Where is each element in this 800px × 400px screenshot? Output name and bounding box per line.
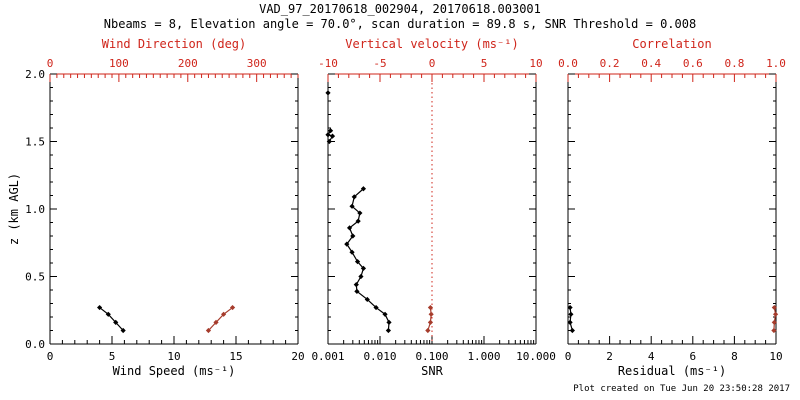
svg-text:0.8: 0.8 — [724, 57, 744, 70]
svg-text:10: 10 — [167, 350, 180, 363]
wind-speed-axis-title: Wind Speed (ms⁻¹) — [112, 364, 236, 378]
wind-direction-axis-title: Wind Direction (deg) — [101, 37, 247, 51]
snr-isolated-point-series — [325, 90, 331, 96]
residual-panel: 0 2 4 6 8 10 0.0 0.2 0.4 0.6 0.8 1.0 — [558, 57, 786, 363]
svg-text:5: 5 — [109, 350, 116, 363]
plot-title: VAD_97_20170618_002904, 20170618.003001 — [259, 2, 541, 16]
plot-subtitle: Nbeams = 8, Elevation angle = 70.0°, sca… — [103, 17, 697, 31]
snr-profile-series — [344, 186, 392, 334]
svg-text:0.0: 0.0 — [25, 338, 45, 351]
vertical-velocity-axis-title: Vertical velocity (ms⁻¹) — [345, 37, 519, 51]
svg-text:8: 8 — [731, 350, 738, 363]
svg-text:1.0: 1.0 — [766, 57, 786, 70]
svg-text:0.2: 0.2 — [600, 57, 620, 70]
wind-panel: 0.00.51.01.52.00 5 10 15 200 100 200 300 — [25, 57, 305, 363]
svg-text:0: 0 — [47, 57, 54, 70]
svg-text:0.0: 0.0 — [558, 57, 578, 70]
wind-speed-series — [97, 304, 126, 334]
svg-text:0.5: 0.5 — [25, 271, 45, 284]
svg-text:300: 300 — [247, 57, 267, 70]
snr-axis-title: SNR — [421, 364, 443, 378]
svg-text:1.000: 1.000 — [467, 350, 500, 363]
snr-cluster-series — [325, 128, 336, 145]
svg-text:15: 15 — [229, 350, 242, 363]
plot-created-timestamp: Plot created on Tue Jun 20 23:50:28 2017 — [573, 384, 790, 394]
svg-text:200: 200 — [178, 57, 198, 70]
svg-text:0.010: 0.010 — [363, 350, 396, 363]
svg-text:0: 0 — [429, 57, 436, 70]
wind-direction-series — [205, 304, 236, 334]
correlation-series — [771, 304, 779, 334]
svg-text:0.6: 0.6 — [683, 57, 703, 70]
svg-text:20: 20 — [291, 350, 304, 363]
svg-text:2: 2 — [606, 350, 613, 363]
svg-text:10: 10 — [529, 57, 542, 70]
svg-text:10: 10 — [769, 350, 782, 363]
svg-text:0: 0 — [47, 350, 54, 363]
svg-text:5: 5 — [481, 57, 488, 70]
svg-text:100: 100 — [109, 57, 129, 70]
correlation-axis-title: Correlation — [632, 37, 712, 51]
svg-text:0.100: 0.100 — [415, 350, 448, 363]
snr-panel: 0.001 0.010 0.100 1.000 10.000 -10 -5 0 5 10 — [311, 57, 555, 363]
svg-text:0: 0 — [565, 350, 572, 363]
svg-text:4: 4 — [648, 350, 655, 363]
svg-text:2.0: 2.0 — [25, 68, 45, 81]
svg-text:1.0: 1.0 — [25, 203, 45, 216]
svg-text:1.5: 1.5 — [25, 136, 45, 149]
svg-text:0.4: 0.4 — [641, 57, 661, 70]
svg-text:-10: -10 — [318, 57, 338, 70]
svg-text:-5: -5 — [373, 57, 386, 70]
svg-text:6: 6 — [689, 350, 696, 363]
residual-axis-title: Residual (ms⁻¹) — [617, 364, 727, 378]
vertical-velocity-series — [425, 304, 434, 334]
svg-text:10.000: 10.000 — [516, 350, 556, 363]
svg-text:0.001: 0.001 — [311, 350, 344, 363]
residual-series — [567, 304, 575, 334]
